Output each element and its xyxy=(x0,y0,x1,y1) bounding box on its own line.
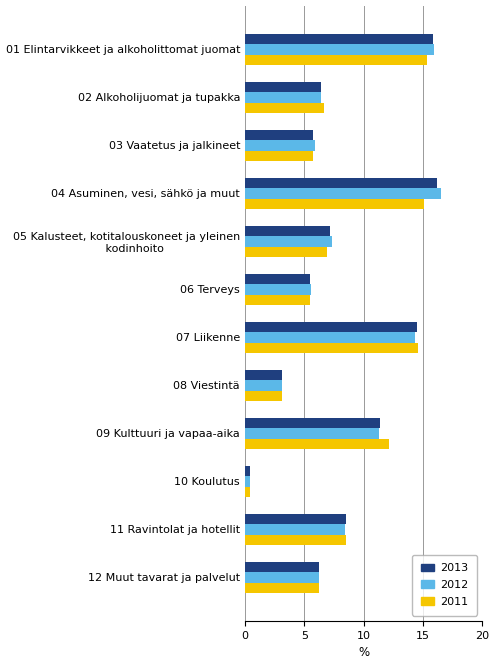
Bar xyxy=(245,82,321,92)
Bar xyxy=(245,225,330,236)
Bar xyxy=(245,465,249,476)
Bar xyxy=(245,572,318,583)
Bar xyxy=(245,583,318,593)
Bar xyxy=(245,561,318,572)
Bar xyxy=(245,199,424,209)
Bar xyxy=(245,247,327,257)
Bar xyxy=(245,55,427,65)
Bar xyxy=(245,390,282,401)
Bar xyxy=(245,524,345,535)
Bar xyxy=(245,151,313,161)
Bar xyxy=(245,332,415,342)
Bar xyxy=(245,418,380,428)
Bar xyxy=(245,380,282,390)
Bar xyxy=(245,236,332,247)
Bar xyxy=(245,428,379,439)
Bar xyxy=(245,273,310,284)
X-axis label: %: % xyxy=(358,646,369,660)
Bar xyxy=(245,321,417,332)
Bar xyxy=(245,140,315,151)
Bar xyxy=(245,178,437,188)
Bar xyxy=(245,476,249,487)
Bar xyxy=(245,370,282,380)
Bar xyxy=(245,130,313,140)
Bar xyxy=(245,92,321,102)
Bar xyxy=(245,513,346,524)
Bar xyxy=(245,33,433,44)
Bar xyxy=(245,342,418,353)
Bar xyxy=(245,102,324,113)
Bar xyxy=(245,284,311,295)
Legend: 2013, 2012, 2011: 2013, 2012, 2011 xyxy=(412,555,477,616)
Bar xyxy=(245,487,249,497)
Bar xyxy=(245,439,389,449)
Bar xyxy=(245,188,441,199)
Bar xyxy=(245,44,434,55)
Bar xyxy=(245,535,346,545)
Bar xyxy=(245,295,310,305)
